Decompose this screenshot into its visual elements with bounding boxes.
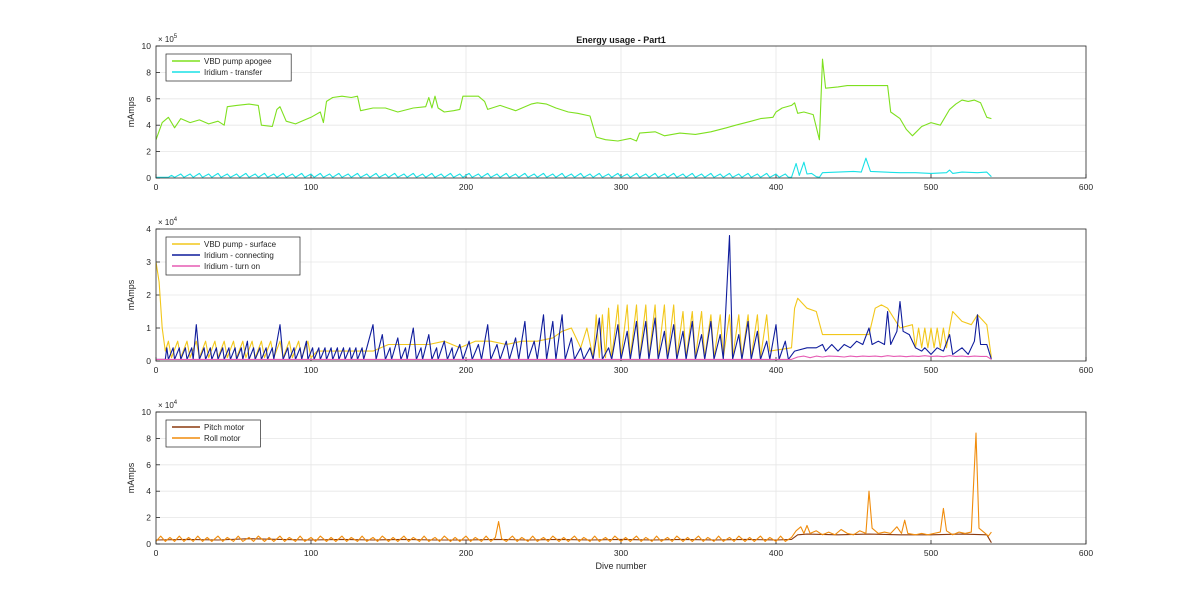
subplot-1: 0 100 200 300 400 500 600 0 2 4 6 8 10 × 105 mAmps VBD … <box>126 34 1093 192</box>
y-tick-label: 8 <box>146 67 151 77</box>
legend-entry: VBD pump apogee <box>204 57 272 66</box>
y-tick-label: 6 <box>146 94 151 104</box>
legend-entry: Iridium - transfer <box>204 68 263 77</box>
x-tick-label: 400 <box>769 548 783 558</box>
axes-frame <box>155 411 1087 545</box>
y-tick-label: 4 <box>146 224 151 234</box>
x-tick-label: 600 <box>1079 548 1093 558</box>
x-tick-label: 500 <box>924 365 938 375</box>
figure-title: Energy usage - Part1 <box>576 35 666 45</box>
x-axis-label: Dive number <box>595 561 646 571</box>
y-axis-label: mAmps <box>126 279 136 310</box>
axes-frame <box>155 228 1087 362</box>
x-tick-label: 400 <box>769 182 783 192</box>
x-tick-label: 0 <box>154 365 159 375</box>
legend-box <box>165 53 292 82</box>
x-tick-label: 200 <box>459 548 473 558</box>
y-tick-label: 4 <box>146 486 151 496</box>
y-tick-label: 2 <box>146 290 151 300</box>
x-tick-label: 500 <box>924 182 938 192</box>
legend-entry: Iridium - turn on <box>204 262 260 271</box>
x-tick-label: 400 <box>769 365 783 375</box>
x-tick-label: 200 <box>459 365 473 375</box>
x-tick-label: 100 <box>304 548 318 558</box>
y-scale-exponent: × 104 <box>158 400 178 410</box>
y-tick-label: 8 <box>146 433 151 443</box>
y-tick-label: 6 <box>146 460 151 470</box>
y-tick-label: 0 <box>146 356 151 366</box>
y-tick-label: 10 <box>142 41 152 51</box>
series-line-3-2 <box>156 432 992 542</box>
x-tick-label: 600 <box>1079 182 1093 192</box>
x-tick-label: 0 <box>154 548 159 558</box>
x-tick-label: 300 <box>614 365 628 375</box>
legend-box <box>165 419 261 448</box>
y-tick-label: 2 <box>146 513 151 523</box>
y-scale-exponent: × 104 <box>158 217 178 227</box>
legend: VBD pump apogee Iridium - transfer <box>165 53 292 82</box>
subplot-3: 0 100 200 300 400 500 600 0 2 4 6 8 10 × 104 mAmps Pitc… <box>126 400 1093 558</box>
subplot-2: 0 100 200 300 400 500 600 0 1 2 3 4 × 104 mAmps VBD pu… <box>126 217 1093 375</box>
series-line-2-2 <box>156 235 992 360</box>
series-line-1-1 <box>156 58 992 142</box>
legend-entry: Pitch motor <box>204 423 245 432</box>
y-axis-label: mAmps <box>126 96 136 127</box>
series-line-3-1 <box>156 533 992 543</box>
series-line-1-2 <box>156 157 992 178</box>
x-tick-label: 600 <box>1079 365 1093 375</box>
x-tick-label: 0 <box>154 182 159 192</box>
y-axis-label: mAmps <box>126 462 136 493</box>
x-tick-label: 100 <box>304 365 318 375</box>
legend-entry: Iridium - connecting <box>204 251 274 260</box>
x-tick-label: 300 <box>614 182 628 192</box>
y-tick-label: 3 <box>146 257 151 267</box>
y-tick-label: 2 <box>146 147 151 157</box>
series-line-2-3 <box>156 355 992 360</box>
y-tick-label: 1 <box>146 323 151 333</box>
legend-entry: Roll motor <box>204 434 241 443</box>
x-tick-label: 100 <box>304 182 318 192</box>
x-tick-label: 500 <box>924 548 938 558</box>
y-tick-label: 10 <box>142 407 152 417</box>
y-tick-label: 4 <box>146 120 151 130</box>
axes-frame <box>155 45 1087 179</box>
legend: Pitch motor Roll motor <box>165 419 261 448</box>
y-tick-label: 0 <box>146 173 151 183</box>
x-tick-label: 200 <box>459 182 473 192</box>
y-scale-exponent: × 105 <box>158 34 178 44</box>
legend-entry: VBD pump - surface <box>204 240 277 249</box>
x-tick-label: 300 <box>614 548 628 558</box>
y-tick-label: 0 <box>146 539 151 549</box>
legend: VBD pump - surface Iridium - connecting Ir… <box>165 236 301 276</box>
